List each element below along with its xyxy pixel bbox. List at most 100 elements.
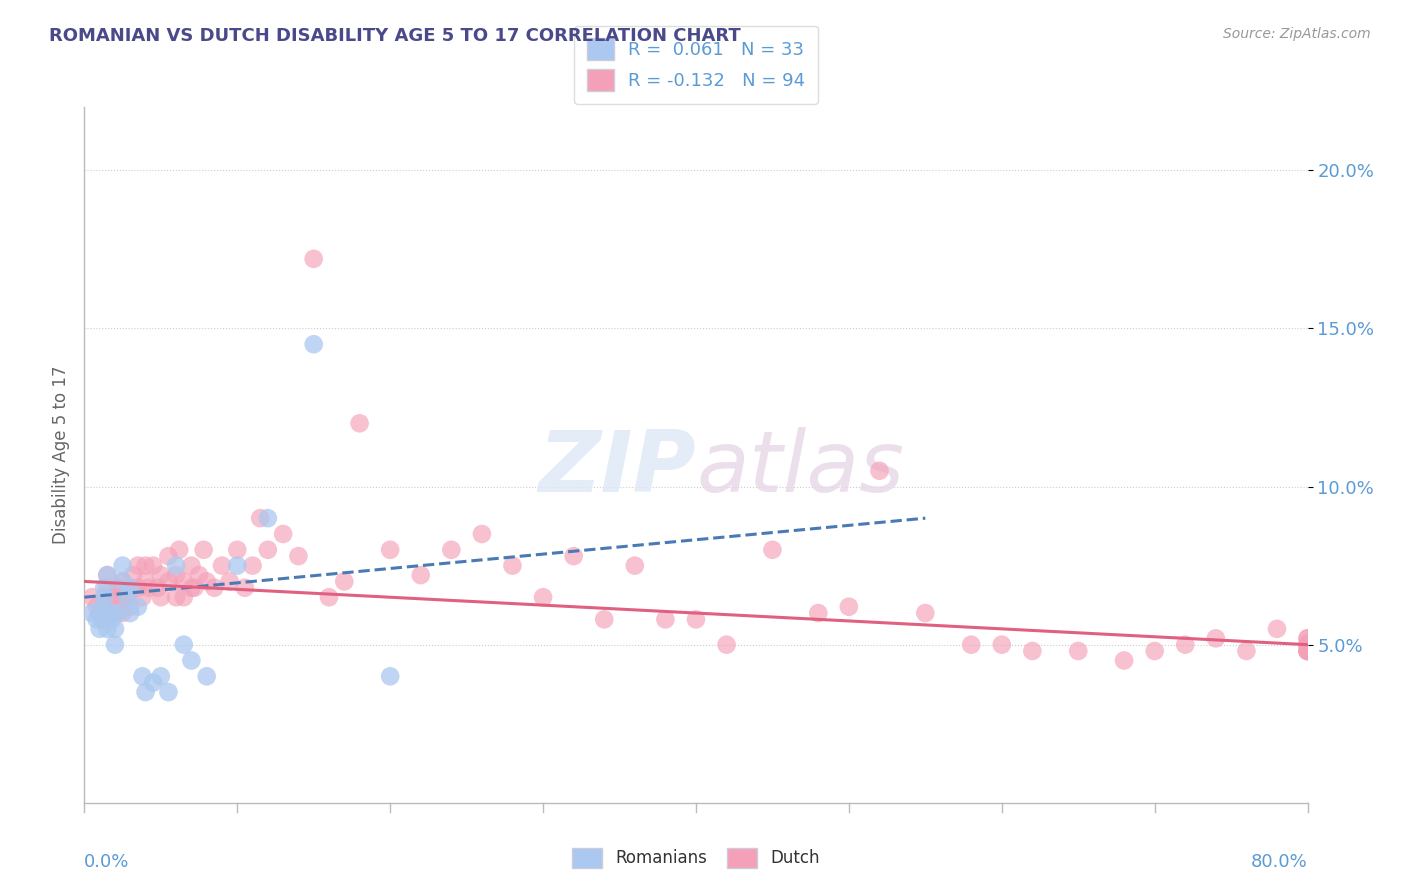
Point (96, 581, 118, 595)
Point (1296, 644, 1319, 658)
Point (173, 574, 195, 589)
Point (149, 669, 172, 683)
Point (89, 622, 111, 636)
Point (104, 606, 127, 620)
Point (218, 574, 240, 589)
Point (761, 542, 783, 557)
Point (654, 612, 676, 626)
Point (195, 669, 218, 683)
Point (271, 527, 294, 541)
Point (991, 638, 1014, 652)
Point (120, 581, 142, 595)
Point (349, 417, 371, 431)
Point (807, 606, 830, 620)
Text: ROMANIAN VS DUTCH DISABILITY AGE 5 TO 17 CORRELATION CHART: ROMANIAN VS DUTCH DISABILITY AGE 5 TO 17… (49, 27, 741, 45)
Text: 80.0%: 80.0% (1251, 854, 1308, 871)
Point (165, 591, 187, 605)
Point (157, 549, 180, 563)
Point (86, 612, 108, 626)
Point (149, 591, 172, 605)
Point (302, 252, 325, 266)
Point (101, 591, 124, 605)
Point (380, 669, 402, 683)
Point (86, 599, 108, 614)
Point (80, 606, 103, 620)
Point (1296, 638, 1319, 652)
Point (914, 606, 936, 620)
Point (716, 638, 738, 652)
Point (107, 581, 129, 595)
Point (93, 591, 115, 605)
Point (593, 612, 616, 626)
Point (131, 669, 153, 683)
Point (180, 581, 202, 595)
Point (869, 464, 891, 478)
Point (93, 581, 115, 595)
Point (1143, 644, 1166, 658)
Point (180, 558, 202, 573)
Point (193, 542, 215, 557)
Point (195, 574, 218, 589)
Point (120, 606, 142, 620)
Point (318, 591, 340, 605)
Point (287, 549, 309, 563)
Legend: Romanians, Dutch: Romanians, Dutch (562, 838, 830, 878)
Point (111, 574, 134, 589)
Point (167, 542, 190, 557)
Text: ZIP: ZIP (538, 427, 696, 510)
Point (1296, 638, 1319, 652)
Point (502, 558, 524, 573)
Point (149, 568, 172, 582)
Point (838, 599, 860, 614)
Point (173, 591, 195, 605)
Point (1296, 644, 1319, 658)
Point (157, 685, 180, 699)
Point (101, 606, 124, 620)
Text: 0.0%: 0.0% (84, 854, 129, 871)
Point (142, 675, 165, 690)
Point (1296, 644, 1319, 658)
Point (333, 574, 356, 589)
Point (1296, 632, 1319, 646)
Point (96, 568, 118, 582)
Point (131, 591, 153, 605)
Point (624, 558, 647, 573)
Point (107, 606, 129, 620)
Point (80, 591, 103, 605)
Point (226, 558, 249, 573)
Point (122, 568, 145, 582)
Point (211, 558, 233, 573)
Point (257, 511, 280, 525)
Point (1174, 638, 1197, 652)
Point (101, 612, 124, 626)
Point (165, 568, 187, 582)
Point (1296, 644, 1319, 658)
Point (1067, 644, 1090, 658)
Point (96, 568, 118, 582)
Point (101, 606, 124, 620)
Point (226, 542, 249, 557)
Point (380, 542, 402, 557)
Point (960, 638, 983, 652)
Point (104, 591, 127, 605)
Text: atlas: atlas (696, 427, 904, 510)
Point (135, 685, 157, 699)
Point (1296, 638, 1319, 652)
Point (249, 511, 271, 525)
Point (165, 558, 187, 573)
Point (157, 574, 180, 589)
Point (302, 337, 325, 351)
Point (440, 542, 463, 557)
Point (188, 568, 211, 582)
Point (1296, 632, 1319, 646)
Point (111, 558, 134, 573)
Point (1114, 653, 1136, 667)
Point (1205, 632, 1227, 646)
Point (111, 591, 134, 605)
Point (127, 558, 149, 573)
Point (1265, 622, 1288, 636)
Point (180, 653, 202, 667)
Point (233, 581, 256, 595)
Point (183, 581, 205, 595)
Point (562, 549, 585, 563)
